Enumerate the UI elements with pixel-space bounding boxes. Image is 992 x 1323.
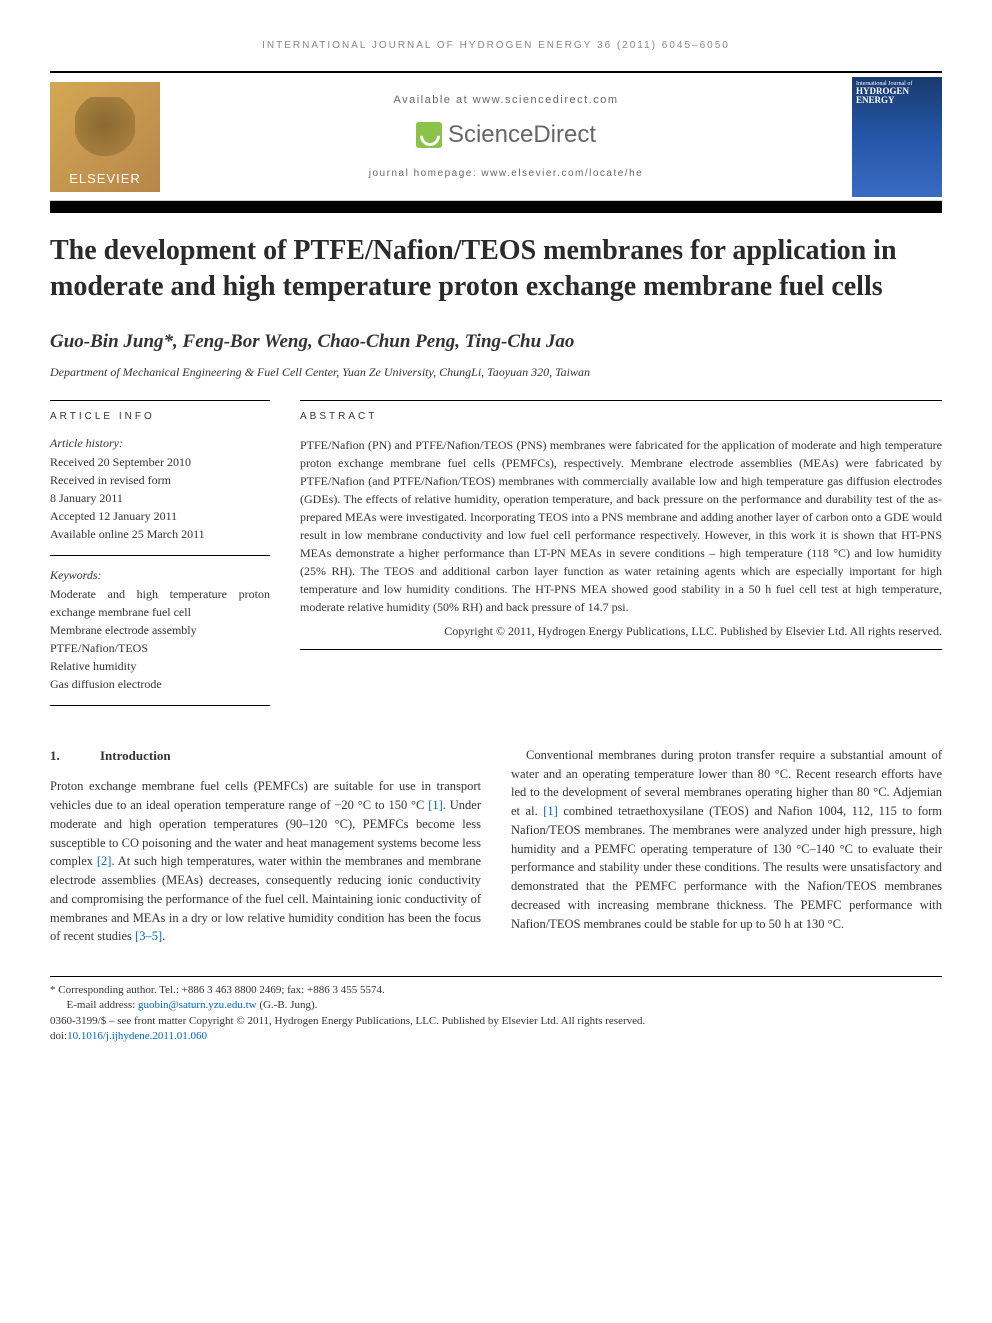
sciencedirect-icon	[416, 122, 442, 148]
history-line: Available online 25 March 2011	[50, 525, 270, 543]
email-line: E-mail address: guobin@saturn.yzu.edu.tw…	[50, 998, 942, 1013]
corresponding-author: * Corresponding author. Tel.: +886 3 463…	[50, 983, 942, 998]
journal-cover: International Journal of HYDROGEN ENERGY	[852, 77, 942, 197]
copyright: Copyright © 2011, Hydrogen Energy Public…	[300, 624, 942, 639]
section-heading: 1.Introduction	[50, 746, 481, 766]
keyword: PTFE/Nafion/TEOS	[50, 639, 270, 657]
issn-line: 0360-3199/$ – see front matter Copyright…	[50, 1014, 942, 1029]
history-line: Received 20 September 2010	[50, 453, 270, 471]
abstract-column: ABSTRACT PTFE/Nafion (PN) and PTFE/Nafio…	[300, 400, 942, 706]
history-line: 8 January 2011	[50, 489, 270, 507]
keyword: Gas diffusion electrode	[50, 675, 270, 693]
keywords-block: Keywords: Moderate and high temperature …	[50, 568, 270, 706]
keywords-label: Keywords:	[50, 568, 270, 583]
elsevier-logo: ELSEVIER	[50, 82, 160, 192]
article-title: The development of PTFE/Nafion/TEOS memb…	[50, 233, 942, 306]
article-info-heading: ARTICLE INFO	[50, 411, 270, 422]
email-link[interactable]: guobin@saturn.yzu.edu.tw	[138, 999, 257, 1011]
running-head: INTERNATIONAL JOURNAL OF HYDROGEN ENERGY…	[50, 40, 942, 51]
citation-link[interactable]: [1]	[428, 798, 443, 812]
authors: Guo-Bin Jung*, Feng-Bor Weng, Chao-Chun …	[50, 331, 942, 353]
article-history-block: Article history: Received 20 September 2…	[50, 436, 270, 556]
elsevier-tree-icon	[75, 97, 135, 167]
section-number: 1.	[50, 746, 100, 766]
keyword: Relative humidity	[50, 657, 270, 675]
citation-link[interactable]: [3–5]	[135, 929, 162, 943]
body-column-right: Conventional membranes during proton tra…	[511, 746, 942, 946]
citation-link[interactable]: [2]	[97, 854, 112, 868]
abstract-heading: ABSTRACT	[300, 411, 942, 422]
journal-header: ELSEVIER Available at www.sciencedirect.…	[50, 71, 942, 201]
header-center: Available at www.sciencedirect.com Scien…	[160, 94, 852, 179]
journal-homepage: journal homepage: www.elsevier.com/locat…	[160, 168, 852, 179]
footnotes: * Corresponding author. Tel.: +886 3 463…	[50, 976, 942, 1045]
keyword: Membrane electrode assembly	[50, 621, 270, 639]
cover-title: HYDROGEN ENERGY	[856, 87, 938, 107]
elsevier-text: ELSEVIER	[69, 171, 141, 186]
abstract-text: PTFE/Nafion (PN) and PTFE/Nafion/TEOS (P…	[300, 436, 942, 616]
body-column-left: 1.Introduction Proton exchange membrane …	[50, 746, 481, 946]
history-line: Accepted 12 January 2011	[50, 507, 270, 525]
abstract-rule	[300, 649, 942, 650]
doi-link[interactable]: 10.1016/j.ijhydene.2011.01.060	[67, 1030, 207, 1042]
history-label: Article history:	[50, 436, 270, 451]
section-title: Introduction	[100, 748, 171, 763]
available-at: Available at www.sciencedirect.com	[160, 94, 852, 106]
body-paragraph: Conventional membranes during proton tra…	[511, 746, 942, 934]
history-line: Received in revised form	[50, 471, 270, 489]
keyword: Moderate and high temperature proton exc…	[50, 585, 270, 621]
article-info-column: ARTICLE INFO Article history: Received 2…	[50, 400, 270, 706]
black-divider	[50, 201, 942, 213]
body-paragraph: Proton exchange membrane fuel cells (PEM…	[50, 777, 481, 946]
sciencedirect-logo[interactable]: ScienceDirect	[416, 121, 596, 149]
body-text: 1.Introduction Proton exchange membrane …	[50, 746, 942, 946]
citation-link[interactable]: [1]	[543, 804, 558, 818]
doi-line: doi:10.1016/j.ijhydene.2011.01.060	[50, 1029, 942, 1044]
affiliation: Department of Mechanical Engineering & F…	[50, 365, 942, 380]
sciencedirect-text: ScienceDirect	[448, 121, 596, 149]
